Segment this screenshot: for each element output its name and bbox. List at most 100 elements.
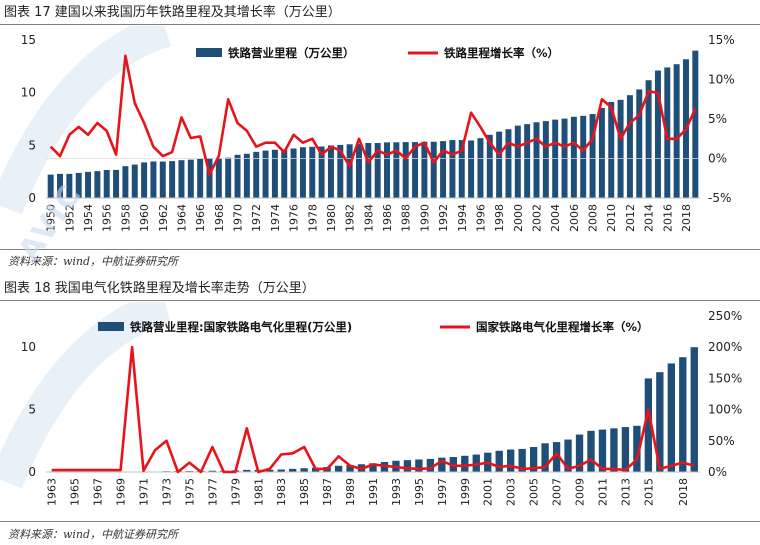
chart1-y-left-tick-10: 10 [21,86,36,100]
chart1-x-tick-1970: 1970 [232,204,245,232]
chart1-x-tick-1972: 1972 [250,204,263,232]
chart1-y-right-tick-10pct: 10% [708,73,735,87]
chart1-bar-2015 [654,70,661,198]
chart2-x-tick-1997: 1997 [436,478,449,506]
chart1-x-tick-2002: 2002 [531,204,544,232]
chart2-bar-2002 [495,450,503,472]
chart1-x-tick-1954: 1954 [82,204,95,232]
chart2-y-right-tick-100pct: 100% [708,403,742,417]
chart1-x-tick-1994: 1994 [456,204,469,232]
chart1-bar-1950 [47,174,54,198]
figure1-caption: 图表 17 建国以来我国历年铁路里程及其增长率（万公里） [4,5,341,20]
chart2-y-right-tick-50pct: 50% [708,434,735,448]
chart2-bar-2012 [610,428,618,472]
chart1-watermark-arc [0,26,172,215]
chart1-bar-1963 [169,161,176,198]
chart2-bar-1996 [426,458,435,472]
figure2-rule [0,300,760,301]
chart1-bar-1952 [66,173,73,198]
chart1-y-right-tick-0pct: 0% [708,152,727,166]
chart1-bar-1961 [150,161,157,198]
chart1-bar-1956 [103,169,110,198]
chart2-bar-1984 [289,468,297,472]
chart1-bar-1965 [187,159,194,198]
chart1-bar-2012 [626,95,633,198]
chart2-x-tick-2011: 2011 [596,478,609,506]
chart1-y-left-tick-0: 0 [28,191,36,205]
chart1-y-right-tick-5pct: 5% [708,112,727,126]
chart1-bar-2013 [636,89,643,198]
chart2-x-tick-1991: 1991 [367,478,380,506]
chart1-x-tick-1968: 1968 [213,204,226,232]
chart1-bar-1955 [94,171,101,198]
figure1-svg: 0 5 10 15 -5% 0% 5% 10% 15% 1950 1952 1954 1956 1958 1… [0,26,735,232]
chart1-bar-1976 [290,148,297,198]
chart1-bar-2011 [617,99,624,198]
chart1-bar-1997 [486,134,493,198]
chart2-bar-2008 [564,439,572,472]
chart2-bar-2014 [633,425,641,472]
chart2-bar-1989 [346,465,354,472]
chart1-bar-1987 [393,142,400,198]
chart1-bar-1979 [318,146,325,198]
chart1-bar-2008 [589,114,596,198]
chart2-x-tick-1971: 1971 [138,478,151,506]
chart2-bar-2003 [507,449,515,472]
chart1-bar-1977 [299,147,306,198]
chart1-x-tick-2004: 2004 [549,204,562,232]
figure1-bottom-rule [0,249,760,250]
chart1-x-tick-1996: 1996 [474,204,487,232]
chart1-bar-2019 [692,50,699,198]
chart1-bar-1981 [337,144,344,198]
chart1-x-tick-1990: 1990 [418,204,431,232]
chart2-bar-2010 [587,430,595,472]
chart2-bar-2013 [621,427,630,472]
figure2-bottom-rule [0,521,760,522]
chart1-x-tick-1952: 1952 [63,204,76,232]
chart1-bar-1994 [458,140,465,198]
chart1-bar-1983 [355,143,362,198]
chart2-bar-1988 [334,465,343,472]
chart1-x-tick-2016: 2016 [661,204,674,232]
chart2-y-left-tick-0: 0 [28,465,36,479]
chart1-bar-1973 [262,150,269,198]
chart1-bar-1970 [234,154,241,198]
chart2-x-tick-2013: 2013 [619,478,632,506]
chart2-bar-2006 [541,443,549,472]
chart1-bar-1978 [309,146,316,198]
chart1-y-right-tick-15pct: 15% [708,33,735,47]
chart1-bar-2010 [608,101,615,198]
chart1-x-tick-1976: 1976 [288,204,301,232]
chart1-x-tick-1982: 1982 [344,204,357,232]
chart1-legend-bar-swatch [196,48,222,57]
figure1-source: 资料来源：wind，中航证券研究所 [8,255,179,268]
chart1-bar-1996 [477,138,484,198]
chart1-bar-1992 [440,141,447,198]
chart2-x-tick-1989: 1989 [344,478,357,506]
figure1-chart: 0 5 10 15 -5% 0% 5% 10% 15% 1950 1952 1954 1956 1958 1… [0,26,760,248]
chart1-bar-1990 [421,141,428,198]
figure2-caption: 图表 18 我国电气化铁路里程及增长率走势（万公里） [4,281,315,296]
chart1-x-tick-1988: 1988 [400,204,413,232]
chart2-legend-bar-label: 铁路营业里程:国家铁路电气化里程(万公里) [130,320,352,334]
chart1-x-tick-1984: 1984 [362,204,375,232]
chart1-bar-2017 [673,64,680,198]
chart2-x-tick-2005: 2005 [528,478,541,506]
chart2-x-tick-1969: 1969 [115,478,128,506]
chart1-bar-1969 [225,157,232,198]
chart1-bar-1972 [253,151,260,198]
chart2-x-tick-2009: 2009 [574,478,587,506]
chart2-bar-2009 [575,434,584,472]
chart2-x-tick-1975: 1975 [183,478,196,506]
chart1-x-tick-1950: 1950 [45,204,58,232]
chart1-bar-2002 [533,122,540,198]
figure1-rule [0,24,760,25]
chart1-x-tick-2008: 2008 [587,204,600,232]
chart2-bar-1980 [243,469,251,472]
chart1-bar-1984 [365,143,372,198]
chart2-x-tick-1995: 1995 [413,478,426,506]
chart2-watermark-arc [0,302,172,489]
chart2-bar-1994 [403,460,412,472]
chart2-growth-line [51,345,695,474]
chart1-bar-1954 [85,171,92,198]
